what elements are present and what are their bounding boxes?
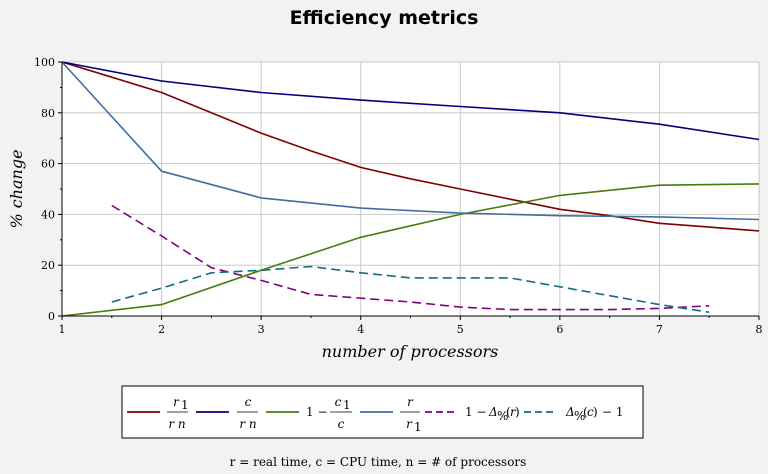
x-tick-label: 8 [756,323,763,336]
legend-label: r [406,417,413,431]
legend-label: ) [593,405,598,419]
legend-label: % [574,409,585,423]
chart-title: Efficiency metrics [290,7,479,29]
y-axis-label: % change [7,149,26,228]
legend-label: ( [506,405,511,419]
y-tick-label: 20 [41,259,55,272]
series-line-4 [61,61,760,221]
legend-label: r n [239,417,256,431]
legend-label: − 1 [602,405,624,419]
y-tick-label: 60 [41,158,55,171]
y-tick-label: 0 [48,310,55,323]
legend-label: r [173,395,180,409]
series-line-6 [111,265,710,313]
legend-label: Δ [488,405,498,419]
legend-label: % [497,409,508,423]
x-axis-label: number of processors [322,342,499,361]
legend-label: 1 [414,420,422,434]
plot-background [62,62,759,316]
legend-label: 1 [181,398,189,412]
x-tick-label: 6 [556,323,563,336]
y-tick-label: 100 [34,56,55,69]
legend-label: ( [583,405,588,419]
series-line-3 [61,183,760,317]
x-tick-label: 3 [258,323,265,336]
legend-label: r [510,405,517,419]
series-line-2 [61,61,760,141]
x-tick-label: 5 [457,323,464,336]
legend-label: 1 − [306,405,328,419]
x-tick-label: 7 [656,323,663,336]
legend-label: c [338,417,345,431]
legend-label: Δ [565,405,575,419]
legend-label: c [587,405,594,419]
legend-label: 1 − [465,405,487,419]
y-tick-label: 80 [41,107,55,120]
series-line-1 [61,61,760,232]
legend-label: c [245,395,252,409]
x-tick-label: 1 [59,323,66,336]
x-tick-label: 2 [158,323,165,336]
series-line-5 [111,204,710,311]
x-tick-label: 4 [357,323,364,336]
grid-lines [62,61,760,316]
legend-label: r n [168,417,185,431]
footnote: r = real time, c = CPU time, n = # of pr… [230,455,527,469]
series-lines [61,61,760,317]
legend-label: c [335,395,342,409]
y-tick-label: 40 [41,208,55,221]
legend-label: ) [515,405,520,419]
legend-label: 1 [343,398,351,412]
legend-label: r [407,395,414,409]
